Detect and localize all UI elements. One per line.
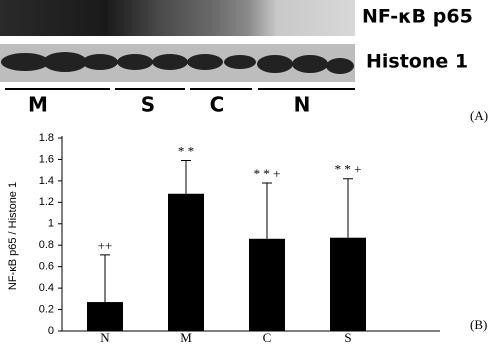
annotation: * * bbox=[178, 144, 194, 159]
error-bar bbox=[262, 182, 272, 239]
group-label: N bbox=[294, 93, 311, 117]
bar bbox=[249, 238, 285, 331]
y-tick-label: 1.6 bbox=[39, 153, 54, 165]
y-tick-label: 0.8 bbox=[39, 239, 54, 251]
lanes bbox=[1, 52, 354, 74]
annotation: * * + bbox=[254, 166, 281, 181]
y-axis-label: NF-κB p65 / Histone 1 bbox=[7, 182, 19, 290]
x-tick-label: S bbox=[344, 330, 351, 345]
panel-label: (A) bbox=[470, 108, 488, 123]
y-tick-label: 1.8 bbox=[39, 132, 54, 144]
bar bbox=[87, 302, 123, 331]
panel-label: (B) bbox=[470, 317, 487, 332]
blot: NF-κB p65 Histone 1 M S C N (A) bbox=[0, 0, 488, 123]
group-label: M bbox=[28, 93, 48, 117]
band-label: NF-κB p65 bbox=[362, 6, 473, 28]
annotation: * * + bbox=[335, 162, 362, 177]
y-tick-label: 0 bbox=[48, 325, 54, 337]
y-tick-label: 0.6 bbox=[39, 261, 54, 273]
band-label: Histone 1 bbox=[366, 51, 468, 73]
chart: (B) NF-κB p65 / Histone 1 0 0.2 0.4 0.6 0.8 1… bbox=[7, 132, 487, 345]
x-tick-label: M bbox=[180, 330, 192, 345]
y-tick-label: 1 bbox=[48, 218, 54, 230]
error-bar bbox=[181, 160, 191, 194]
bar bbox=[330, 237, 366, 331]
y-tick-label: 1.2 bbox=[39, 196, 54, 208]
y-tick-label: 0.4 bbox=[39, 282, 54, 294]
annotation: ++ bbox=[98, 238, 113, 253]
blot-band bbox=[0, 0, 355, 36]
x-tick-label: C bbox=[263, 330, 272, 345]
group-label: C bbox=[210, 93, 225, 117]
y-tick-label: 1.4 bbox=[39, 175, 54, 187]
error-bar bbox=[100, 254, 110, 303]
error-bar bbox=[343, 178, 353, 238]
y-tick-label: 0.2 bbox=[39, 303, 54, 315]
bar bbox=[168, 193, 204, 331]
group-label: S bbox=[141, 93, 155, 117]
x-tick-label: N bbox=[100, 330, 110, 345]
